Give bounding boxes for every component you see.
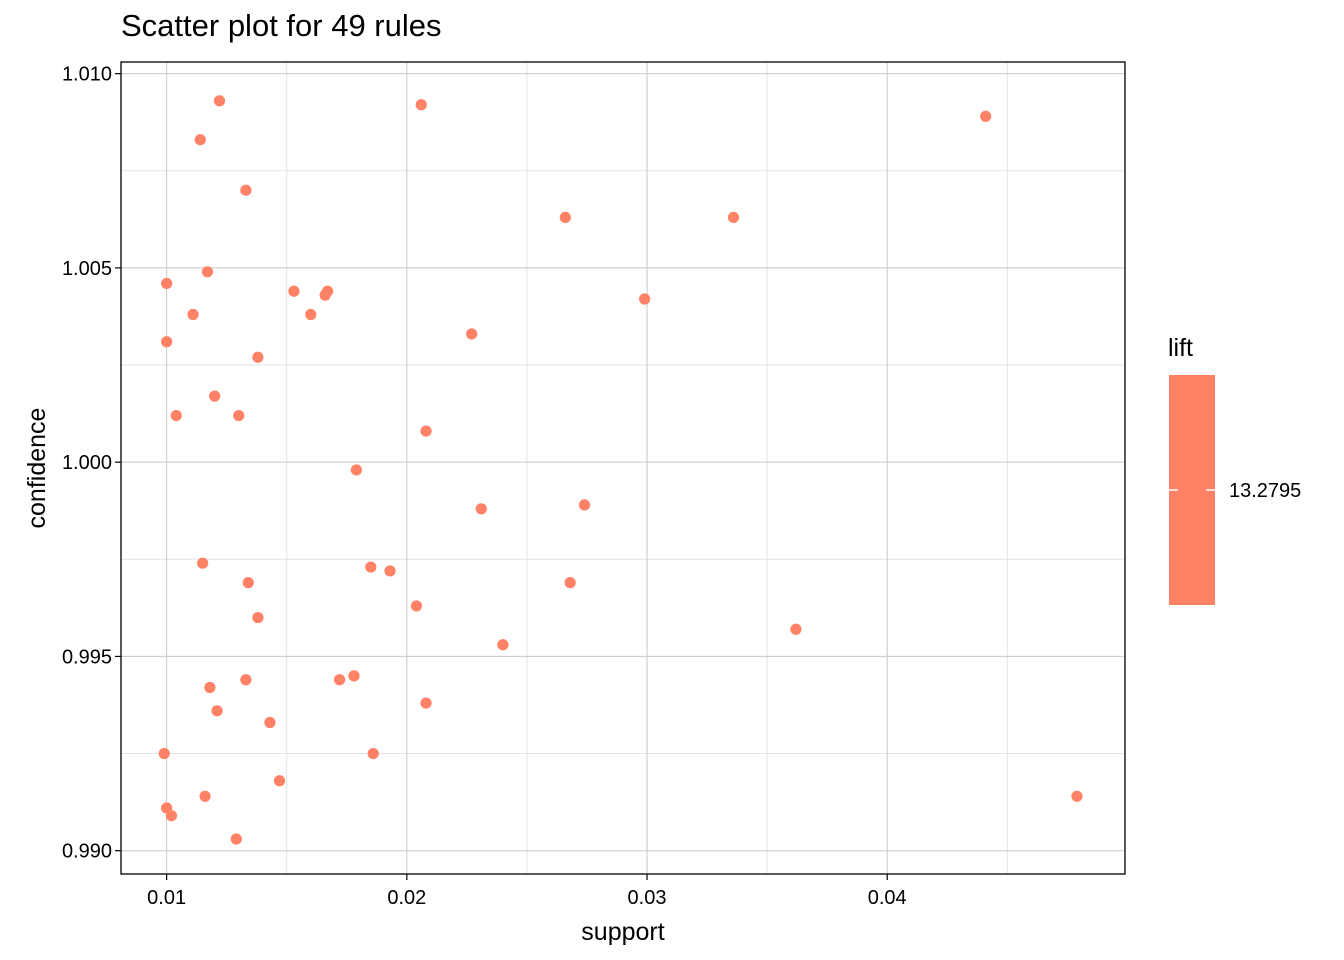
data-point xyxy=(559,211,571,224)
data-point xyxy=(187,308,199,321)
y-tick-label: 1.000 xyxy=(62,452,112,474)
data-point xyxy=(273,775,286,787)
data-point xyxy=(240,674,252,686)
x-tick-label: 0.02 xyxy=(387,887,426,909)
data-point xyxy=(161,336,173,348)
data-point xyxy=(497,639,509,651)
y-axis-title: confidence xyxy=(23,408,51,529)
data-point xyxy=(466,328,478,340)
data-point xyxy=(564,577,576,589)
data-point xyxy=(264,716,276,729)
data-point xyxy=(727,211,740,224)
data-point xyxy=(252,351,264,363)
data-point xyxy=(980,110,992,122)
data-point xyxy=(1071,790,1083,802)
x-axis-title: support xyxy=(581,918,664,946)
data-point xyxy=(204,681,216,694)
y-tick-label: 1.005 xyxy=(62,258,112,280)
data-point xyxy=(233,409,245,422)
plot-panel xyxy=(121,62,1125,874)
data-point xyxy=(252,611,264,624)
data-point xyxy=(790,623,802,635)
data-point xyxy=(199,790,211,802)
data-point xyxy=(209,390,221,402)
data-point xyxy=(305,308,317,321)
data-point xyxy=(475,503,487,515)
data-point xyxy=(420,697,432,709)
plot-border xyxy=(120,61,1126,875)
data-point xyxy=(158,747,170,760)
data-point xyxy=(384,565,396,577)
data-point xyxy=(578,499,591,511)
data-point xyxy=(240,184,252,196)
data-point xyxy=(288,285,300,297)
data-points xyxy=(158,95,1083,845)
data-point xyxy=(333,674,346,686)
data-point xyxy=(348,670,360,682)
data-point xyxy=(420,425,432,437)
axes: 0.01 0.02 0.03 0.04 0.990 0.995 1.000 1.005 1.01… xyxy=(62,64,907,909)
x-tick-label: 0.04 xyxy=(868,887,907,909)
data-point xyxy=(194,134,206,146)
legend-value-label: 13.2795 xyxy=(1229,480,1301,502)
color-legend: lift 13.2795 xyxy=(1168,334,1301,605)
data-point xyxy=(367,747,379,760)
data-point xyxy=(410,600,423,612)
data-point xyxy=(161,277,173,290)
x-tick-label: 0.01 xyxy=(147,887,186,909)
y-tick-label: 0.990 xyxy=(62,841,112,863)
data-point xyxy=(213,95,226,107)
y-tick-label: 1.010 xyxy=(62,64,112,86)
y-tick-label: 0.995 xyxy=(62,646,112,668)
data-point xyxy=(415,99,427,111)
data-point xyxy=(197,557,209,569)
data-point xyxy=(170,409,182,422)
data-point xyxy=(321,285,334,297)
data-point xyxy=(350,464,362,476)
data-point xyxy=(230,833,242,845)
data-point xyxy=(165,810,178,822)
chart-title: Scatter plot for 49 rules xyxy=(121,8,442,43)
data-point xyxy=(365,561,377,573)
x-tick-label: 0.03 xyxy=(628,887,667,909)
grid-lines xyxy=(121,62,1125,874)
data-point xyxy=(639,293,651,305)
data-point xyxy=(201,266,214,278)
legend-title: lift xyxy=(1168,334,1193,362)
data-point xyxy=(211,705,223,717)
data-point xyxy=(242,577,254,589)
